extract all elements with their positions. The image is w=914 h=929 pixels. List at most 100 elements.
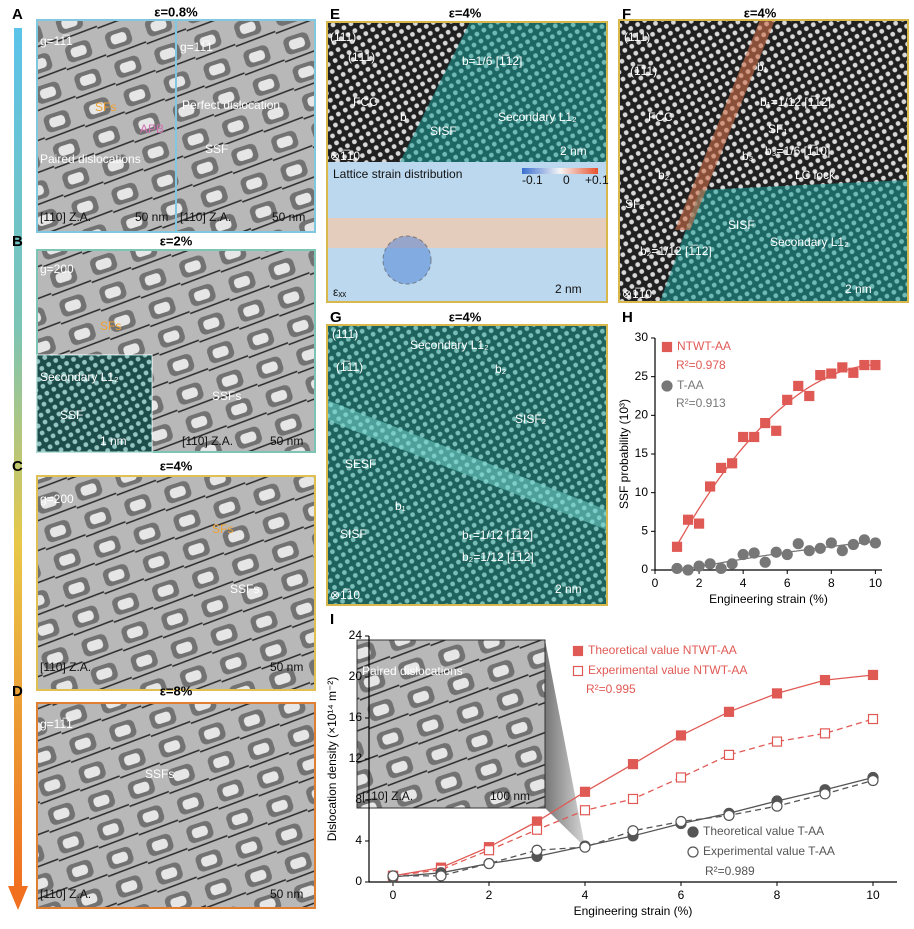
marker bbox=[804, 390, 815, 402]
marker bbox=[693, 518, 705, 529]
marker bbox=[867, 774, 879, 787]
annotation: R²=0.913 bbox=[676, 396, 726, 410]
color-bar bbox=[522, 168, 598, 174]
image-annotation: (111) bbox=[332, 327, 358, 341]
image-annotation: b₂ bbox=[658, 168, 670, 182]
image-b-inset-tint bbox=[37, 355, 152, 452]
image-annotation: SF₂ bbox=[625, 197, 645, 211]
image-annotation: Paired dislocations bbox=[40, 152, 141, 166]
y-tick-label: 30 bbox=[635, 330, 649, 344]
image-d bbox=[36, 702, 316, 909]
strain-label: ε=4% bbox=[449, 309, 482, 324]
image-annotation: g=11̅1 bbox=[180, 40, 213, 54]
image-annotation: Secondary L1₂ bbox=[410, 338, 489, 352]
image-annotation: 2 nm bbox=[845, 282, 872, 296]
marker bbox=[771, 736, 783, 747]
marker bbox=[531, 824, 543, 835]
strain-label: ε=4% bbox=[744, 5, 777, 20]
image-annotation: (1̅11) bbox=[630, 64, 657, 78]
sf-band bbox=[675, 20, 775, 230]
marker bbox=[837, 362, 848, 373]
y-tick-label: 10 bbox=[635, 485, 649, 499]
marker bbox=[749, 431, 760, 443]
y-axis-label: Dislocation density (×10¹⁴ m⁻²) bbox=[325, 677, 339, 842]
strain-label: ε=4% bbox=[449, 5, 482, 20]
image-annotation: Lattice strain distribution bbox=[333, 167, 462, 181]
inset-label: [110] Z.A. bbox=[362, 789, 413, 803]
image-annotation: (111) bbox=[330, 30, 356, 44]
y-tick-label: 0 bbox=[355, 874, 362, 888]
image-annotation: +0.1 bbox=[585, 173, 609, 187]
sesf-band bbox=[327, 400, 607, 530]
marker bbox=[726, 558, 738, 570]
marker bbox=[627, 793, 639, 805]
image-annotation: [110] Z.A. bbox=[180, 210, 231, 224]
strain-label: ε=4% bbox=[160, 458, 193, 473]
y-tick-label: 12 bbox=[349, 751, 363, 765]
x-tick-label: 10 bbox=[866, 888, 880, 902]
image-annotation: ⊗1̅10 bbox=[622, 287, 652, 301]
marker bbox=[814, 542, 826, 554]
image-annotation: [110] Z.A. bbox=[182, 434, 233, 448]
image-annotation: [110] Z.A. bbox=[40, 887, 91, 901]
image-annotation: SISF₂ bbox=[515, 412, 547, 426]
x-tick-label: 10 bbox=[869, 576, 883, 590]
marker bbox=[579, 786, 591, 797]
marker bbox=[671, 562, 683, 575]
marker bbox=[483, 845, 495, 856]
strain-label: ε=2% bbox=[160, 233, 193, 248]
image-annotation: [110] Z.A. bbox=[40, 210, 91, 224]
image-annotation: APB bbox=[140, 122, 164, 136]
x-tick-label: 8 bbox=[828, 576, 835, 590]
y-tick-label: 20 bbox=[349, 669, 363, 683]
image-annotation: b₁=1/12 [1̅12] bbox=[760, 95, 831, 109]
marker bbox=[815, 370, 826, 381]
image-i-inset bbox=[356, 639, 546, 809]
marker bbox=[858, 534, 870, 546]
y-tick-label: 25 bbox=[635, 369, 649, 383]
marker bbox=[771, 800, 783, 812]
marker bbox=[781, 548, 793, 561]
image-c bbox=[36, 475, 316, 691]
image-annotation: SSF bbox=[60, 408, 83, 422]
marker bbox=[869, 537, 881, 549]
fit-curve bbox=[676, 364, 876, 546]
panel-label: I bbox=[330, 611, 334, 628]
marker bbox=[723, 749, 735, 761]
image-annotation: 50 nm bbox=[270, 434, 303, 448]
image-a-left bbox=[36, 19, 177, 233]
image-annotation: SFs bbox=[95, 100, 116, 114]
y-tick-label: 5 bbox=[641, 524, 648, 538]
marker bbox=[704, 558, 716, 570]
marker bbox=[819, 728, 831, 739]
legend-label: T-AA bbox=[677, 378, 704, 392]
marker bbox=[748, 547, 760, 559]
image-annotation: SESF bbox=[345, 457, 376, 471]
image-annotation: (1̅11) bbox=[336, 360, 363, 374]
marker bbox=[859, 359, 870, 371]
annotation: R²=0.995 bbox=[586, 682, 636, 696]
image-annotation: 50 nm bbox=[270, 887, 303, 901]
frame-f bbox=[618, 19, 909, 303]
marker bbox=[826, 368, 837, 379]
y-tick-label: 4 bbox=[355, 833, 362, 847]
marker bbox=[803, 545, 815, 557]
image-annotation: FCC bbox=[648, 110, 673, 124]
marker bbox=[572, 665, 584, 677]
image-annotation: ⊗1̅10 bbox=[330, 588, 360, 602]
marker bbox=[792, 538, 804, 550]
image-annotation: SISF bbox=[728, 218, 755, 232]
marker bbox=[687, 846, 699, 858]
image-annotation: SISF bbox=[430, 124, 457, 138]
y-tick-label: 0 bbox=[641, 562, 648, 576]
legend-label: Experimental value NTWT-AA bbox=[588, 663, 747, 677]
legend-label: NTWT-AA bbox=[677, 339, 731, 353]
image-annotation: 1 nm bbox=[100, 434, 127, 448]
frame-g bbox=[326, 324, 608, 606]
image-annotation: Secondary L1₂ bbox=[770, 235, 849, 249]
y-tick-label: 20 bbox=[635, 408, 649, 422]
annotation: R²=0.989 bbox=[705, 864, 755, 878]
marker bbox=[836, 545, 848, 557]
image-annotation: -0.1 bbox=[522, 173, 543, 187]
marker bbox=[867, 669, 879, 681]
